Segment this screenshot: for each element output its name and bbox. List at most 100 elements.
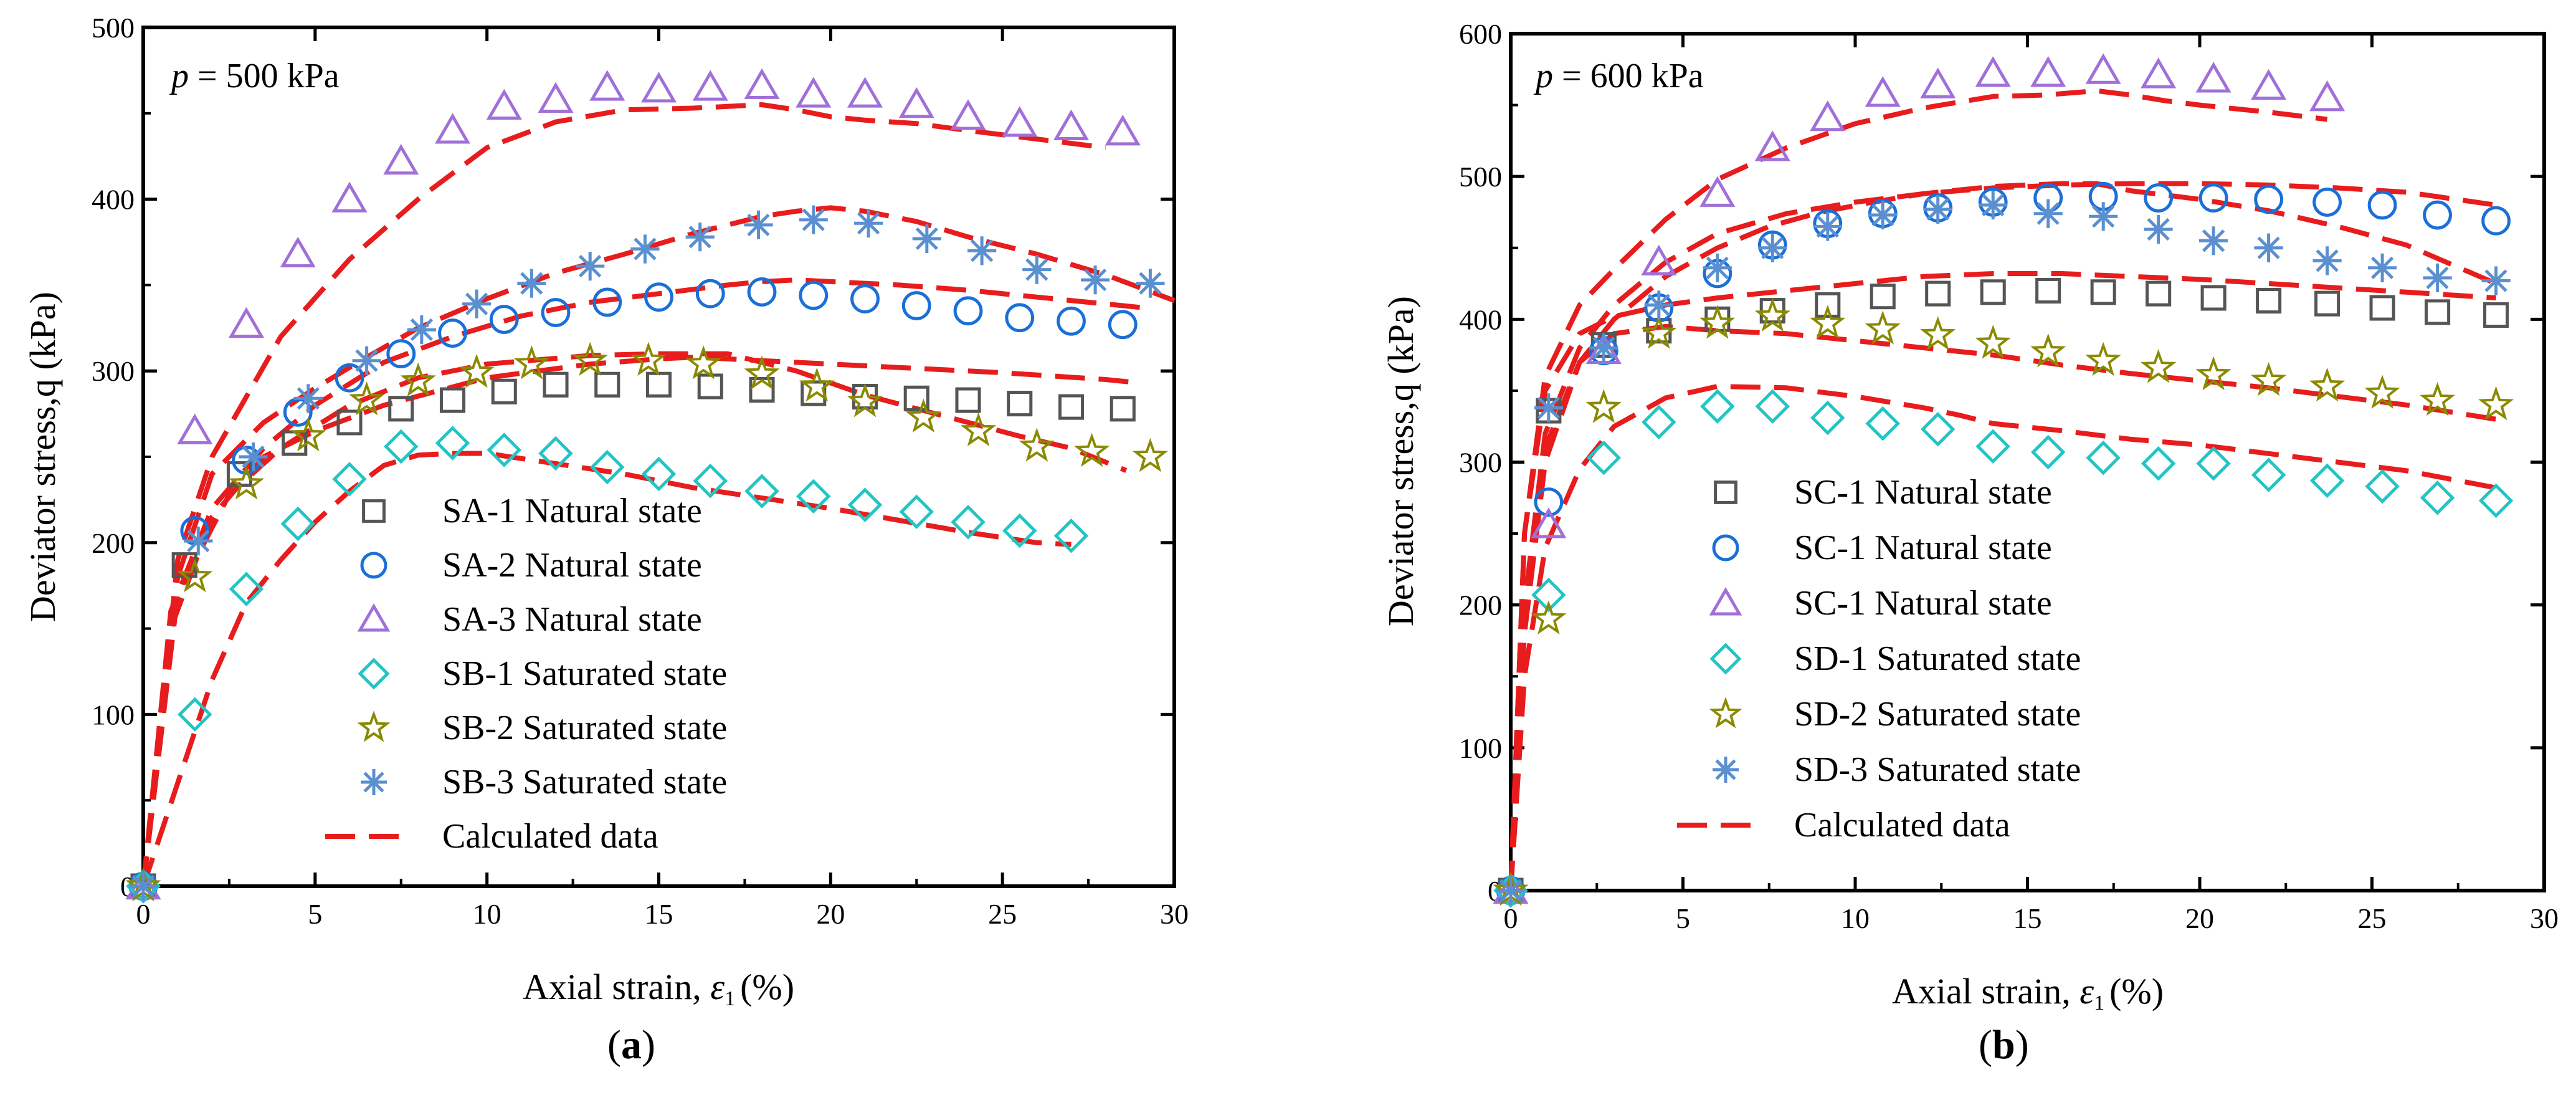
legend-marker-a-4 xyxy=(358,657,390,690)
point-a-s2-5 xyxy=(386,339,416,369)
point-a-s6-16 xyxy=(1022,255,1052,284)
legend-label-a-1: SA-1 Natural state xyxy=(442,492,702,530)
point-a-s3-19 xyxy=(1105,115,1141,146)
panel-label-a: (a) xyxy=(607,1022,655,1068)
point-a-s1-8 xyxy=(543,371,569,398)
x-tick-label: 5 xyxy=(1676,902,1690,934)
point-b-s6-7 xyxy=(1868,200,1898,230)
point-b-s1-7 xyxy=(1870,284,1896,310)
point-b-s1-10 xyxy=(2035,277,2061,304)
point-a-s3-2 xyxy=(228,307,265,338)
point-a-s1-12 xyxy=(749,376,775,403)
point-b-s5-12 xyxy=(2140,349,2177,383)
point-a-s5-13 xyxy=(847,383,883,418)
point-b-s3-11 xyxy=(2085,53,2121,84)
x-tick-label: 10 xyxy=(1841,902,1870,934)
x-tick-label: 30 xyxy=(1160,898,1189,930)
point-b-s4-9 xyxy=(1975,429,2010,464)
point-a-s3-8 xyxy=(538,82,574,113)
point-a-s5-16 xyxy=(1019,428,1055,462)
point-a-s1-6 xyxy=(439,387,466,413)
legend-label-b-4: SD-1 Saturated state xyxy=(1794,639,2081,678)
point-b-s6-8 xyxy=(1923,194,1952,224)
point-a-s2-15 xyxy=(901,291,931,320)
point-b-s6-12 xyxy=(2144,214,2173,244)
point-b-s1-14 xyxy=(2256,288,2282,314)
point-b-s2-12 xyxy=(2144,183,2174,213)
point-a-s5-11 xyxy=(744,355,780,390)
y-tick-label: 200 xyxy=(92,527,135,559)
point-b-s3-12 xyxy=(2141,57,2177,88)
point-a-s3-10 xyxy=(640,72,677,103)
point-b-s1-12 xyxy=(2146,280,2172,307)
legend-label-a-2: SA-2 Natural state xyxy=(442,546,702,585)
point-a-s1-16 xyxy=(955,387,981,413)
calculated-curve-a-2 xyxy=(141,351,1128,887)
point-a-s3-15 xyxy=(898,87,934,118)
point-a-s6-17 xyxy=(1081,265,1110,295)
point-b-s6-14 xyxy=(2254,233,2283,262)
point-a-s1-11 xyxy=(697,373,723,399)
point-b-s4-11 xyxy=(2086,440,2121,476)
point-a-s6-12 xyxy=(799,205,828,234)
point-a-s4-16 xyxy=(951,504,986,540)
point-b-s6-15 xyxy=(2312,246,2342,275)
point-a-s3-7 xyxy=(486,88,522,120)
point-b-s1-18 xyxy=(2483,302,2509,328)
point-a-s3-17 xyxy=(1002,106,1038,137)
point-a-s3-13 xyxy=(796,77,832,108)
x-tick-label: 15 xyxy=(645,898,673,930)
point-a-s3-5 xyxy=(383,143,419,175)
legend-marker-b-4 xyxy=(1709,643,1742,675)
point-b-s5-7 xyxy=(1865,310,1901,345)
calculated-curve-b-6 xyxy=(1508,88,2328,891)
point-b-s3-15 xyxy=(2309,80,2345,112)
legend-label-b-3: SC-1 Natural state xyxy=(1794,584,2052,623)
point-a-s6-0 xyxy=(128,871,158,901)
y-tick-label: 200 xyxy=(1459,590,1502,621)
point-a-s4-12 xyxy=(744,474,779,509)
point-b-s4-4 xyxy=(1700,389,1735,424)
point-a-s6-18 xyxy=(1136,269,1165,298)
point-b-s4-7 xyxy=(1865,406,1900,441)
legend-marker-a-5 xyxy=(357,710,391,742)
point-b-s2-17 xyxy=(2423,200,2452,230)
point-b-s1-9 xyxy=(1980,279,2006,305)
calculated-curve-b-4 xyxy=(1508,323,2497,891)
point-a-s2-11 xyxy=(695,279,725,308)
point-a-s1-9 xyxy=(594,371,620,398)
y-axis-title-b: Deviator stress,q (kPa) xyxy=(1381,296,1421,626)
point-a-s2-8 xyxy=(541,298,571,327)
legend-label-a-6: SB-3 Saturated state xyxy=(442,763,727,801)
point-b-s5-16 xyxy=(2364,375,2400,409)
point-a-s4-6 xyxy=(435,426,470,461)
y-tick-label: 600 xyxy=(1459,18,1502,50)
point-a-s3-4 xyxy=(331,181,368,213)
point-b-s2-15 xyxy=(2312,188,2342,217)
point-b-s6-13 xyxy=(2199,226,2228,256)
point-a-s4-17 xyxy=(1002,513,1037,548)
legend-label-b-2: SC-1 Natural state xyxy=(1794,528,2052,567)
point-a-s6-3 xyxy=(293,384,323,413)
pressure-annotation-b: p = 600 kPa xyxy=(1533,57,1704,95)
x-tick-label: 25 xyxy=(2358,902,2387,934)
point-a-s4-18 xyxy=(1053,519,1089,553)
point-a-s6-11 xyxy=(744,210,773,239)
point-b-s2-1 xyxy=(1534,487,1564,517)
point-b-s6-5 xyxy=(1758,233,1787,262)
point-a-s3-14 xyxy=(847,77,883,108)
point-b-s2-14 xyxy=(2254,184,2284,214)
point-a-s2-14 xyxy=(850,284,880,313)
point-a-s6-15 xyxy=(967,236,997,265)
point-b-s2-13 xyxy=(2198,183,2228,213)
point-b-s4-1 xyxy=(1531,577,1566,613)
point-a-s5-3 xyxy=(290,417,326,452)
point-a-s4-10 xyxy=(641,456,677,492)
point-b-s5-10 xyxy=(2030,333,2066,368)
point-a-s3-16 xyxy=(950,99,986,130)
point-b-s1-6 xyxy=(1815,292,1841,318)
point-b-s6-11 xyxy=(2089,202,2118,231)
point-a-s1-18 xyxy=(1058,394,1085,420)
point-a-s2-19 xyxy=(1108,310,1138,340)
